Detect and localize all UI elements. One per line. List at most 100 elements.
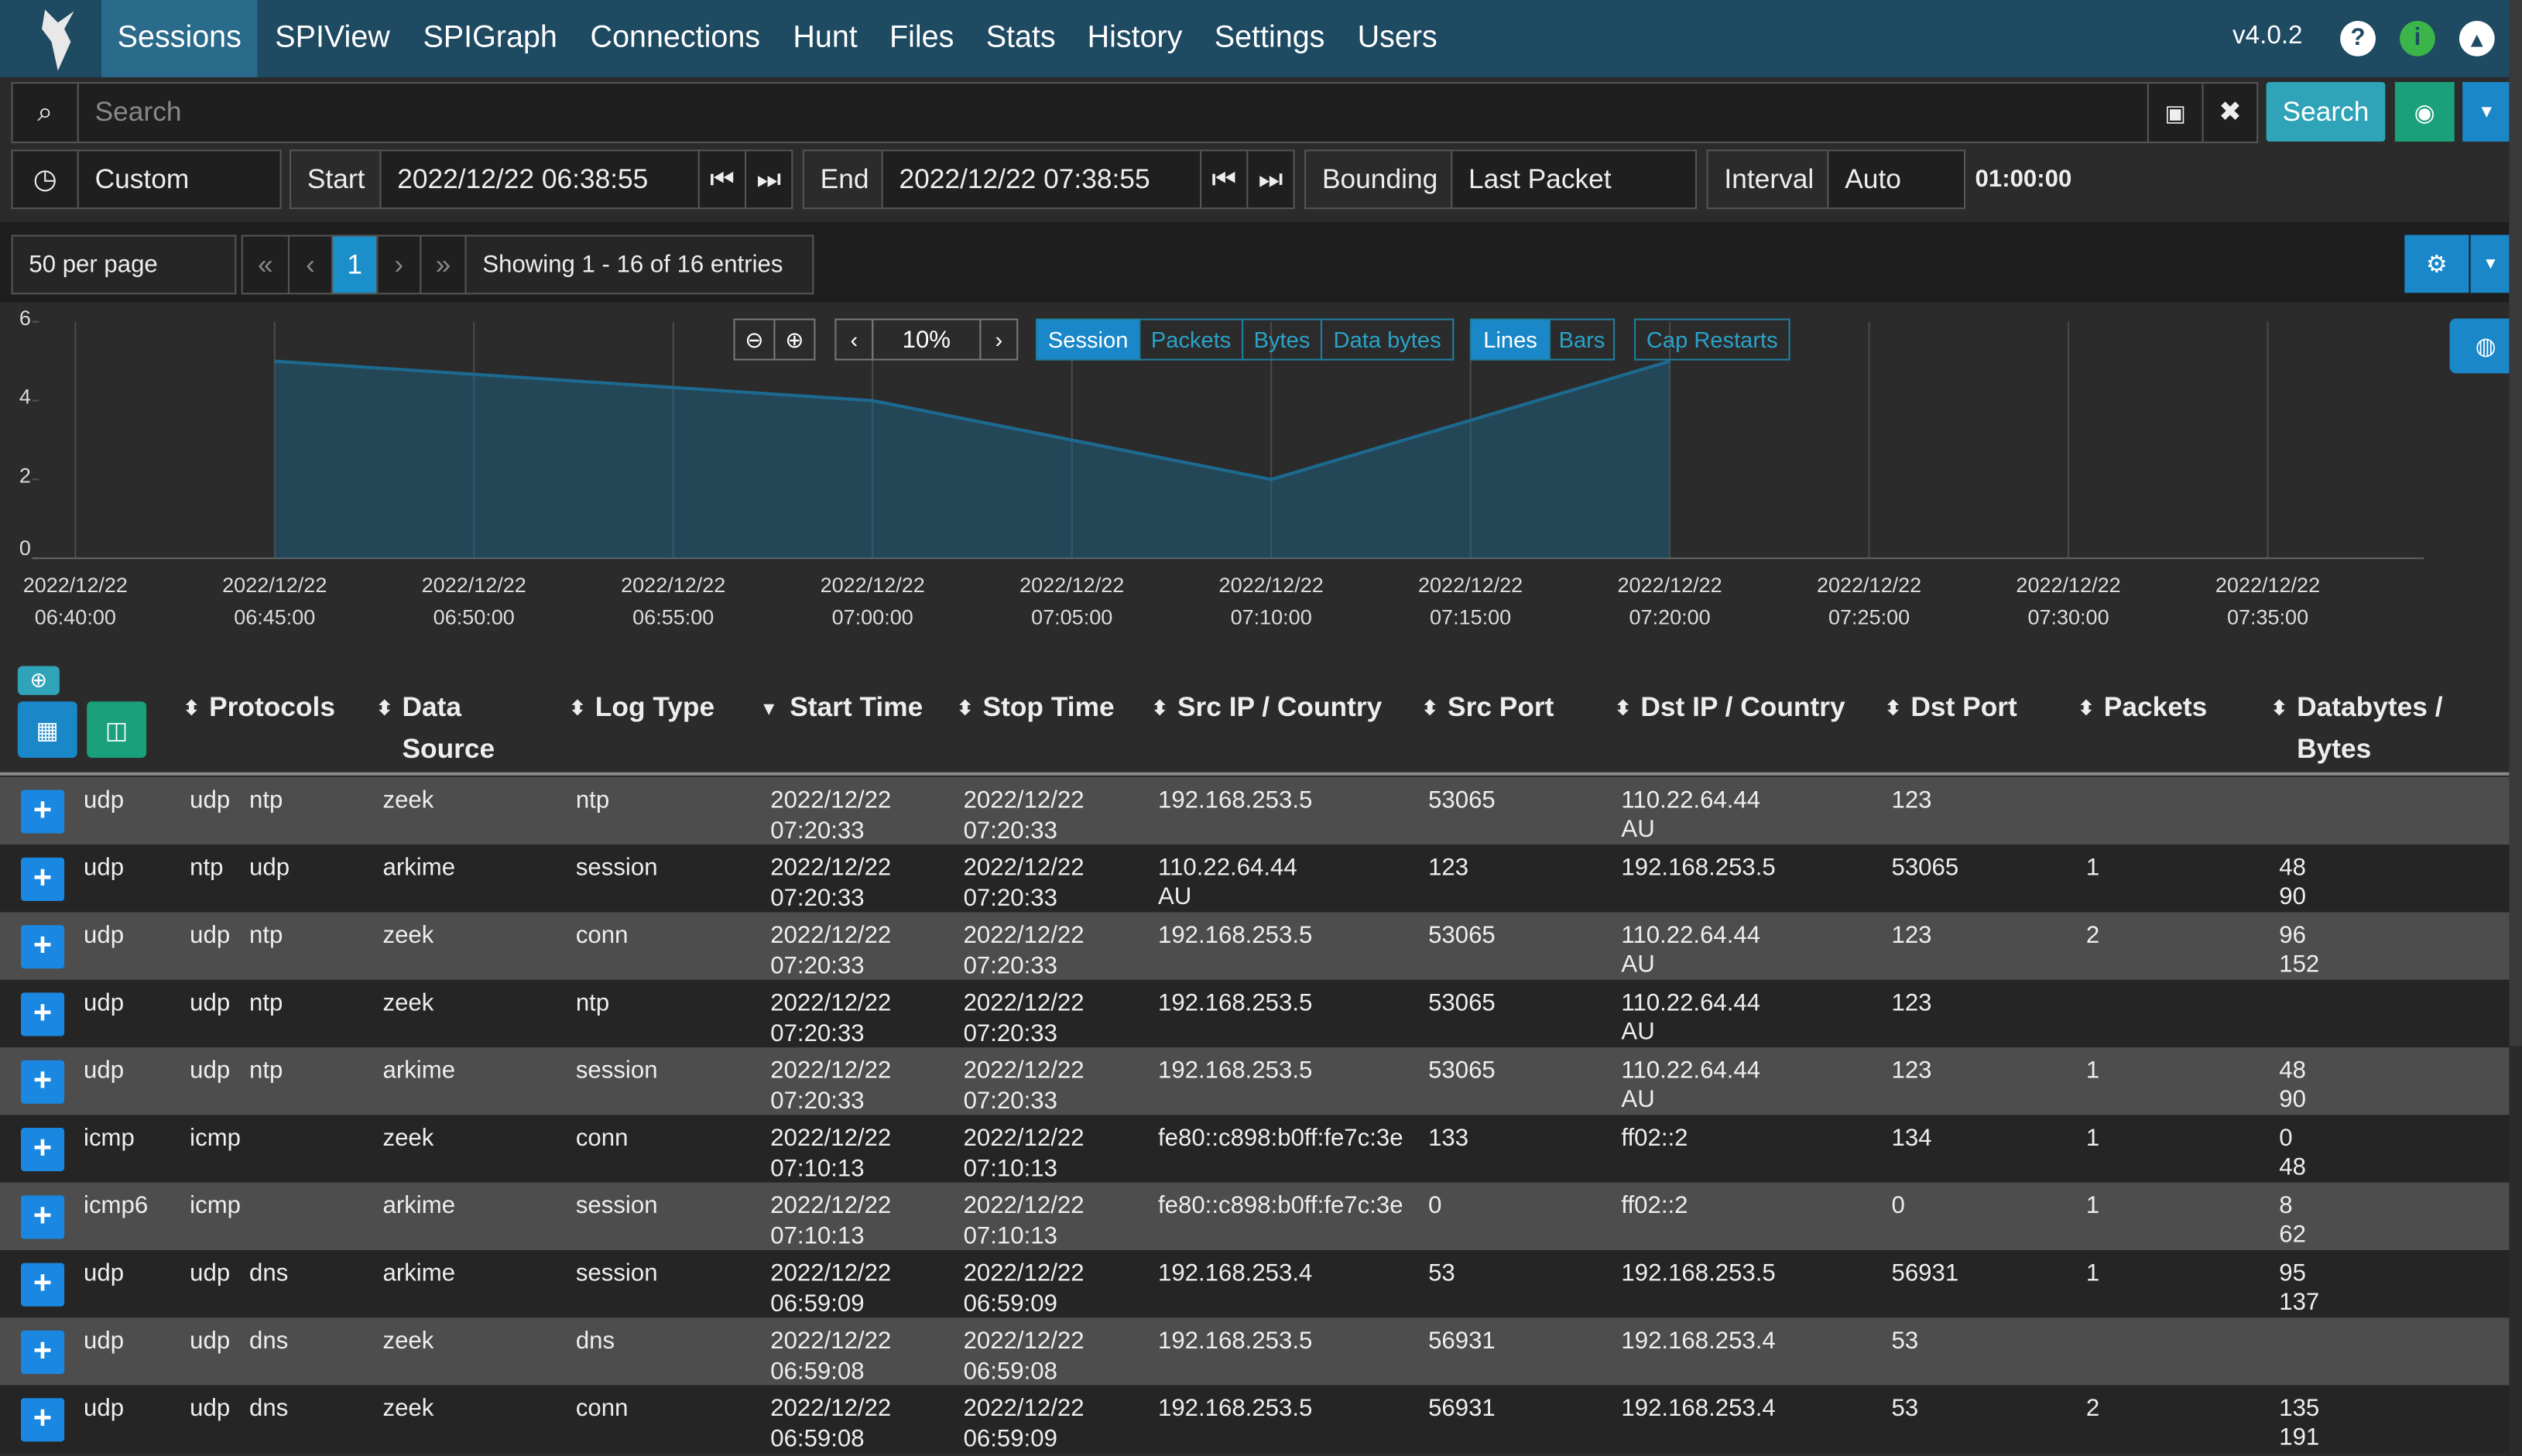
view-dropdown[interactable]: ▼: [2462, 82, 2511, 142]
column-header[interactable]: Stop Time: [982, 691, 1115, 723]
cell-protocols: ntp: [249, 1057, 283, 1084]
y-tick-label: 4: [19, 385, 31, 409]
start-input[interactable]: 2022/12/22 06:38:55: [379, 149, 700, 210]
expand-button[interactable]: +: [21, 1128, 65, 1172]
cell-dst-ip: 192.168.253.5: [1621, 1259, 1776, 1287]
column-header[interactable]: Start Time: [790, 691, 923, 723]
zoom-out[interactable]: ⊖: [733, 318, 776, 361]
sort-icon[interactable]: ⬍: [376, 696, 393, 720]
sort-icon[interactable]: ⬍: [2270, 696, 2287, 720]
add-column[interactable]: ⊕: [17, 666, 60, 695]
line: [274, 359, 1670, 481]
cell-bytes: 137: [2279, 1288, 2320, 1317]
table-row: [0, 1047, 2510, 1115]
zoom-level[interactable]: 10%: [872, 318, 982, 361]
end-next[interactable]: ⏭: [1246, 149, 1295, 210]
sort-icon[interactable]: ⬍: [1421, 696, 1438, 720]
nav-item[interactable]: SPIGraph: [423, 21, 557, 55]
view-button[interactable]: ◉: [2394, 82, 2455, 142]
grid-toggle[interactable]: ▦: [17, 701, 77, 758]
per-page[interactable]: 50 per page: [11, 235, 237, 295]
graph-mode[interactable]: Data bytes: [1320, 318, 1455, 361]
expand-button[interactable]: +: [21, 1330, 65, 1375]
expand-button[interactable]: +: [21, 925, 65, 969]
column-header[interactable]: Databytes / Bytes: [2297, 691, 2443, 765]
column-header[interactable]: Dst Port: [1910, 691, 2017, 723]
column-header[interactable]: Packets: [2103, 691, 2208, 723]
info-icon[interactable]: i: [2400, 21, 2435, 57]
collapse-icon[interactable]: ▲: [2459, 21, 2495, 57]
nav-item[interactable]: Sessions: [101, 0, 258, 77]
sort-icon[interactable]: ⬍: [1615, 696, 1632, 720]
range-select[interactable]: Custom: [77, 149, 282, 210]
settings-button[interactable]: ⚙: [2404, 235, 2469, 293]
expand-button[interactable]: +: [21, 1262, 65, 1307]
start-prev[interactable]: ⏮: [697, 149, 747, 210]
nav-item[interactable]: Settings: [1214, 21, 1325, 55]
nav-item[interactable]: Hunt: [793, 21, 858, 55]
cell-dst-country: AU: [1621, 815, 1655, 844]
navbar: [0, 0, 2522, 77]
sort-icon[interactable]: ⬍: [1151, 696, 1168, 720]
nav-item[interactable]: Files: [889, 21, 954, 55]
column-header[interactable]: Src Port: [1448, 691, 1554, 723]
page-last[interactable]: »: [420, 235, 467, 295]
cell-dst-port: 123: [1891, 786, 1932, 814]
graph-style[interactable]: Lines: [1470, 318, 1551, 361]
graph-mode[interactable]: Packets: [1139, 318, 1244, 361]
page-first[interactable]: «: [241, 235, 290, 295]
graph-mode[interactable]: Session: [1036, 318, 1141, 361]
graph-mode[interactable]: Bytes: [1242, 318, 1322, 361]
zoom-prev[interactable]: ‹: [834, 318, 874, 361]
bounding-select[interactable]: Last Packet: [1451, 149, 1698, 210]
nav-item[interactable]: Users: [1357, 21, 1437, 55]
nav-item[interactable]: Stats: [985, 21, 1056, 55]
page-prev[interactable]: ‹: [287, 235, 334, 295]
table-row: [0, 776, 2510, 845]
zoom-in[interactable]: ⊕: [773, 318, 816, 361]
sort-icon[interactable]: ⬍: [2078, 696, 2095, 720]
sort-icon[interactable]: ⬍: [1885, 696, 1902, 720]
save-button[interactable]: ▣: [2147, 82, 2204, 143]
expand-button[interactable]: +: [21, 1398, 65, 1442]
sort-icon[interactable]: ⬍: [957, 696, 974, 720]
cell-dst-country: AU: [1621, 1018, 1655, 1047]
expand-button[interactable]: +: [21, 992, 65, 1036]
area: [274, 361, 1670, 559]
clear-button[interactable]: ✖: [2202, 82, 2259, 143]
page-current[interactable]: 1: [331, 235, 379, 295]
nav-item[interactable]: SPIView: [275, 21, 390, 55]
column-header[interactable]: Protocols: [209, 691, 336, 723]
end-input[interactable]: 2022/12/22 07:38:55: [881, 149, 1202, 210]
sort-icon[interactable]: ⬍: [183, 696, 200, 720]
expand-button[interactable]: +: [21, 857, 65, 901]
nav-item[interactable]: Connections: [590, 21, 761, 55]
graph-style[interactable]: Bars: [1548, 318, 1616, 361]
nav-item[interactable]: History: [1087, 21, 1183, 55]
expand-button[interactable]: +: [21, 1060, 65, 1104]
start-next[interactable]: ⏭: [745, 149, 793, 210]
cell-src-port: 133: [1428, 1124, 1469, 1153]
column-header[interactable]: Log Type: [595, 691, 715, 723]
sort-icon[interactable]: ▾: [763, 696, 774, 720]
sort-icon[interactable]: ⬍: [569, 696, 586, 720]
column-header[interactable]: Src IP / Country: [1177, 691, 1383, 723]
cell-src-port: 53065: [1428, 1057, 1496, 1084]
help-icon[interactable]: ?: [2340, 21, 2376, 57]
search-button[interactable]: Search: [2266, 82, 2386, 142]
cell-src-port: 53065: [1428, 921, 1496, 950]
page-next[interactable]: ›: [376, 235, 422, 295]
settings-dropdown[interactable]: ▼: [2470, 235, 2511, 293]
end-prev[interactable]: ⏮: [1200, 149, 1249, 210]
interval-select[interactable]: Auto: [1827, 149, 1966, 210]
cell-protocols: udp: [190, 1395, 231, 1423]
column-header[interactable]: Dst IP / Country: [1640, 691, 1845, 723]
expand-button[interactable]: +: [21, 1195, 65, 1239]
columns-toggle[interactable]: ◫: [87, 701, 147, 758]
cell-log-type: conn: [575, 921, 629, 950]
column-header[interactable]: Data Source: [402, 691, 495, 765]
expand-button[interactable]: +: [21, 790, 65, 834]
search-input[interactable]: Search: [77, 82, 2149, 143]
zoom-next[interactable]: ›: [979, 318, 1019, 361]
cap-restarts[interactable]: Cap Restarts: [1634, 318, 1790, 361]
